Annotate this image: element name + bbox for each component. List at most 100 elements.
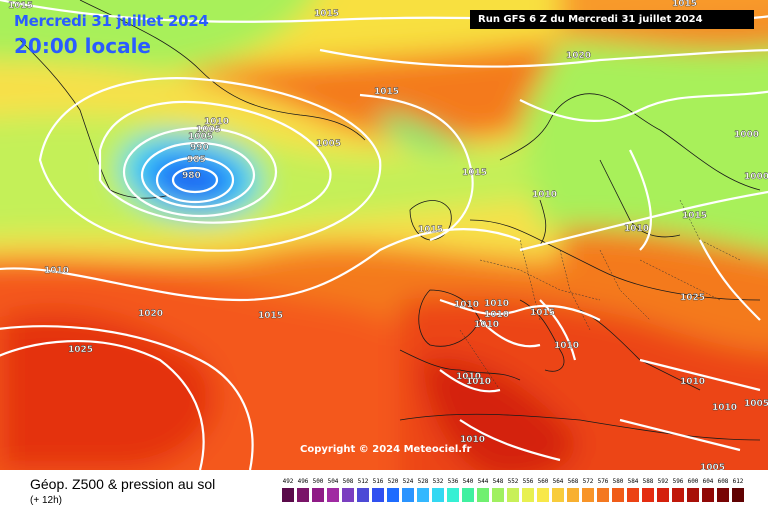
legend-value: 548 [492,478,504,485]
legend-value: 612 [732,478,744,485]
legend-value: 576 [597,478,609,485]
legend-value: 524 [402,478,414,485]
isobar-label: 1010 [456,372,481,382]
legend-swatch [312,488,324,502]
map-footer: Géop. Z500 & pression au sol (+ 12h) 492… [0,470,768,512]
isobar-label: 1020 [138,309,163,319]
isobar-label: 990 [190,143,209,153]
isobar-label: 1015 [462,168,487,178]
isobar-label: 1010 [484,310,509,320]
legend-value: 512 [357,478,369,485]
legend-swatch [432,488,444,502]
legend-swatch [477,488,489,502]
color-legend: 492 496 500 504 508 512 516 520 524 528 532 536 540 5… [282,478,750,508]
isobar-label: 1000 [744,172,768,182]
legend-value: 536 [447,478,459,485]
isobar-labels: 1015 1015 1015 1025 1020 1015 1010 1005 … [8,0,768,470]
legend-swatch [417,488,429,502]
isobar-label: 1015 [672,0,697,9]
isobar-label: 1010 [454,300,479,310]
legend-value: 516 [372,478,384,485]
legend-swatch [552,488,564,502]
isobar-label: 1015 [314,9,339,19]
legend-value: 572 [582,478,594,485]
legend-value: 608 [717,478,729,485]
legend-value: 532 [432,478,444,485]
isobar-label: 1015 [418,225,443,235]
legend-swatch [402,488,414,502]
isobar-label: 1010 [484,299,509,309]
legend-value: 552 [507,478,519,485]
forecast-date: Mercredi 31 juillet 2024 [14,12,209,30]
legend-swatch [672,488,684,502]
legend-swatch [327,488,339,502]
isobar-label: 1010 [474,320,499,330]
map-canvas: 1015 1015 1015 1025 1020 1015 1010 1005 … [0,0,768,470]
legend-swatch [732,488,744,502]
legend-swatch [582,488,594,502]
isobar-label: 1005 [188,132,213,142]
legend-swatch [612,488,624,502]
legend-value: 504 [327,478,339,485]
isobar-label: 1005 [316,139,341,149]
legend-swatch [492,488,504,502]
legend-value: 544 [477,478,489,485]
isobar-lines [0,0,768,470]
legend-swatch [702,488,714,502]
isobar-label: 1015 [258,311,283,321]
legend-value: 592 [657,478,669,485]
isobar-label: 1015 [682,211,707,221]
coastlines [19,0,761,441]
isobar-label: 1025 [68,345,93,355]
legend-value: 492 [282,478,294,485]
isobar-label: 1010 [554,341,579,351]
legend-swatch [342,488,354,502]
legend-swatch [357,488,369,502]
legend-value: 580 [612,478,624,485]
forecast-step: (+ 12h) [30,495,62,506]
legend-value: 560 [537,478,549,485]
legend-swatch [717,488,729,502]
isobar-label: 985 [187,155,206,165]
isobar-label: 1010 [460,435,485,445]
legend-value: 588 [642,478,654,485]
legend-value: 556 [522,478,534,485]
model-run-banner: Run GFS 6 Z du Mercredi 31 juillet 2024 [470,10,754,29]
geopotential-field [0,0,768,470]
legend-swatch [297,488,309,502]
isobar-label: 1010 [44,266,69,276]
legend-swatch [507,488,519,502]
map-title: Géop. Z500 & pression au sol [30,476,216,492]
legend-swatch [447,488,459,502]
isobar-label: 1015 [8,1,33,11]
legend-value: 600 [687,478,699,485]
legend-value: 584 [627,478,639,485]
legend-swatch [282,488,294,502]
copyright-notice: Copyright © 2024 Meteociel.fr [300,444,472,455]
legend-swatch [657,488,669,502]
isobar-label: 1010 [680,377,705,387]
legend-value: 500 [312,478,324,485]
isobar-label: 1010 [466,377,491,387]
isobar-label: 1010 [532,190,557,200]
legend-swatch [522,488,534,502]
legend-swatch [687,488,699,502]
isobar-label: 1010 [624,224,649,234]
isobar-label: 1015 [374,87,399,97]
isobar-label: 1020 [566,51,591,61]
legend-value: 520 [387,478,399,485]
legend-swatch [387,488,399,502]
legend-swatch [567,488,579,502]
isobar-label: 1000 [734,130,759,140]
legend-value: 564 [552,478,564,485]
isobar-label: 1005 [196,125,221,135]
legend-value: 568 [567,478,579,485]
legend-swatch [642,488,654,502]
isobar-label: 1010 [204,117,229,127]
isobar-label: 1005 [700,463,725,470]
legend-value: 508 [342,478,354,485]
borders [459,199,741,391]
legend-swatch [462,488,474,502]
isobar-label: 980 [182,171,201,181]
